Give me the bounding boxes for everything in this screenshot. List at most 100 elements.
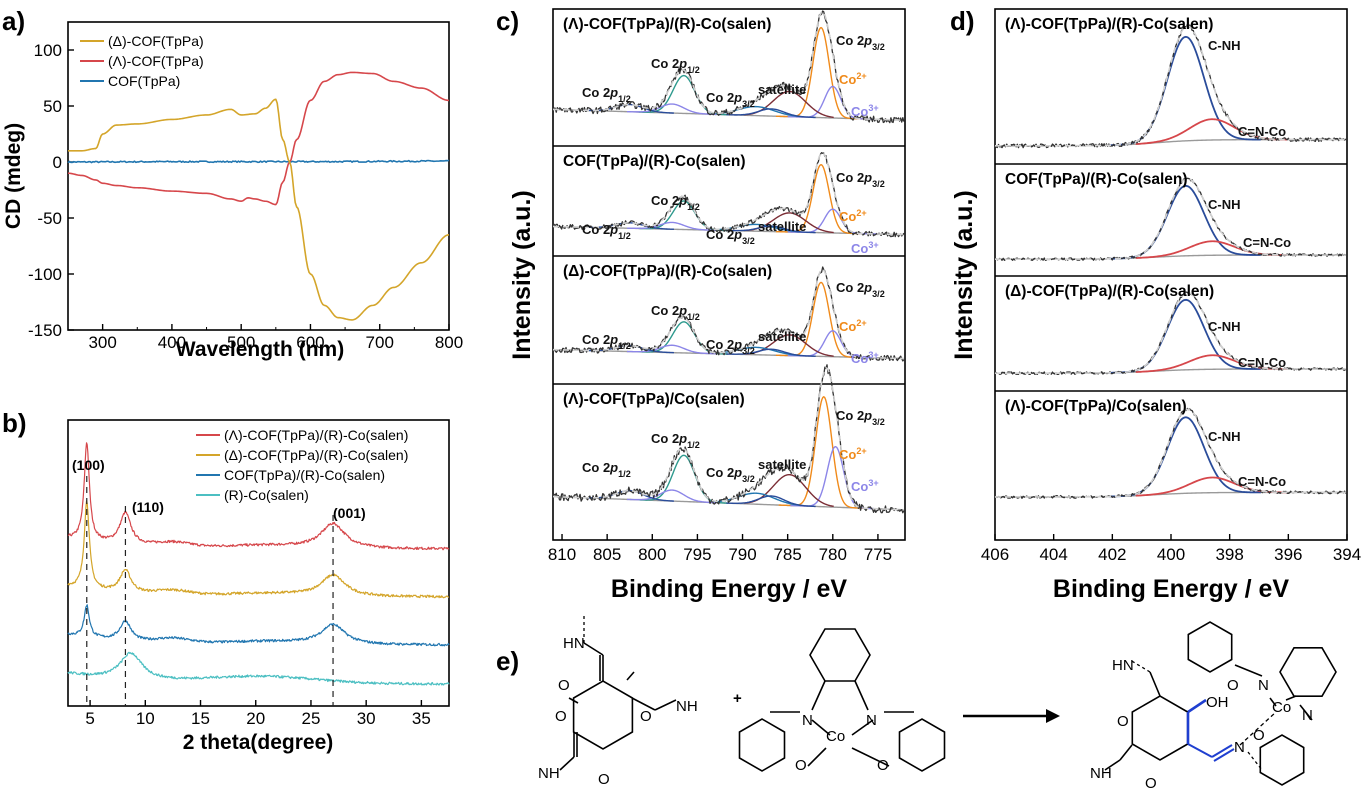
x-tick-label: 25 (301, 709, 320, 728)
x-tick-label: 398 (1215, 545, 1243, 564)
bond-line (851, 719, 874, 736)
bond-line (1129, 659, 1151, 673)
atom-label: NH (676, 698, 698, 715)
x-axis-label: Binding Energy / eV (611, 575, 847, 603)
cnh-annotation: C-NH (1208, 319, 1241, 334)
bond-line (1211, 744, 1233, 758)
xps-n-panel: (Λ)-COF(TpPa)/(R)-Co(salen) C-NH C=N-Co (994, 16, 1347, 149)
x-tick-label: 785 (773, 545, 801, 564)
y-tick-label: 50 (43, 97, 62, 116)
co3-annotation: Co3+ (851, 350, 879, 366)
peak-annotation: Co 2p3/2 (706, 337, 755, 356)
x-tick-label: 790 (728, 545, 756, 564)
plot-frame (67, 419, 450, 707)
plot-frame (552, 8, 906, 541)
y-axis-label: Intensity (a.u.) (508, 190, 536, 359)
x-tick-label: 500 (227, 333, 255, 352)
x-tick-label: 406 (981, 545, 1009, 564)
x-tick-label: 805 (593, 545, 621, 564)
atom-label: O (558, 677, 570, 694)
panel-title: COF(TpPa)/(R)-Co(salen) (563, 153, 746, 170)
envelope-fit-line (552, 268, 904, 360)
phenyl-ring (898, 718, 946, 772)
cnco-annotation: C=N-Co (1238, 124, 1286, 139)
peak-annotation: Co 2p1/2 (651, 303, 700, 322)
legend-label: (Δ)-COF(TpPa)/(R)-Co(salen) (224, 447, 408, 463)
satellite-annotation: satellite (758, 329, 806, 344)
xps-n-panel: COF(TpPa)/(R)-Co(salen) C-NH C=N-Co (994, 171, 1347, 261)
peak-annotation: Co 2p3/2 (836, 170, 885, 189)
fit-component-line (726, 495, 816, 508)
panel-label-d: d) (950, 6, 975, 36)
envelope-fit-line (552, 367, 904, 511)
raw-data-line (552, 151, 905, 238)
series-line (67, 604, 450, 647)
fit-component-line (726, 348, 816, 357)
panel-title: (Λ)-COF(TpPa)/Co(salen) (1005, 398, 1187, 415)
fit-component-line (726, 108, 816, 119)
envelope-fit-line (995, 291, 1346, 374)
x-tick-label: 396 (1274, 545, 1302, 564)
atom-label: O (598, 771, 610, 788)
bond-line (583, 642, 604, 656)
co2-annotation: Co2+ (839, 318, 867, 334)
xps-co-panel: COF(TpPa)/(R)-Co(salen) Co 2p3/2 Co 2p1/2 C… (552, 151, 905, 256)
co3-annotation: Co3+ (851, 478, 879, 494)
bond-line (1299, 704, 1313, 721)
series-line (68, 98, 450, 321)
panel-title: (Λ)-COF(TpPa)/(R)-Co(salen) (1005, 16, 1213, 33)
x-tick-label: 600 (296, 333, 324, 352)
bond-line (1104, 759, 1121, 771)
panel-b: 5 10 15 20 25 30 35 2 theta(degree) (100) (110) (0… (67, 419, 450, 754)
legend-label: COF(TpPa) (108, 73, 180, 89)
cnco-annotation: C=N-Co (1243, 235, 1291, 250)
cnh-annotation: C-NH (1208, 38, 1241, 53)
x-axis-label: 2 theta(degree) (183, 731, 334, 754)
raw-data-line (994, 291, 1347, 376)
raw-data-line (994, 23, 1347, 149)
plot-frame (67, 21, 450, 331)
legend-label: (Δ)-COF(TpPa) (108, 33, 204, 49)
core-ring (1131, 695, 1189, 761)
atom-label: O (877, 757, 889, 774)
series-line (67, 71, 450, 206)
x-tick-label: 30 (357, 709, 376, 728)
fit-component-line (584, 103, 674, 114)
bond-line (811, 719, 831, 736)
y-tick-label: -150 (28, 321, 62, 340)
bond-line (1187, 743, 1213, 758)
x-tick-label: 400 (1157, 545, 1185, 564)
peak-annotation: Co 2p1/2 (582, 332, 631, 351)
panel-title: COF(TpPa)/(R)-Co(salen) (1005, 171, 1188, 188)
fit-component-line (710, 346, 801, 357)
atom-label: NH (1090, 765, 1112, 782)
bond-line (851, 747, 890, 767)
envelope-fit-line (995, 408, 1346, 498)
envelope-fit-line (552, 11, 904, 121)
atom-label: NH (538, 765, 560, 782)
peak-annotation: Co 2p3/2 (836, 280, 885, 299)
bond-line (811, 680, 826, 711)
peak-annotation: Co 2p3/2 (706, 90, 755, 109)
y-axis-label: Intensity (a.u.) (950, 190, 978, 359)
bond-line (807, 747, 827, 767)
x-tick-label: 5 (85, 709, 94, 728)
peak-annotation: Co 2p3/2 (706, 465, 755, 484)
core-ring (572, 680, 634, 750)
envelope-fit-line (995, 25, 1346, 147)
bond-line (1239, 711, 1277, 746)
plus-sign: + (733, 690, 742, 707)
bond-line (631, 697, 656, 711)
xps-n-panel: (Λ)-COF(TpPa)/Co(salen) C-NH C=N-Co (994, 398, 1347, 499)
bond-line (1119, 744, 1133, 761)
x-tick-label: 402 (1098, 545, 1126, 564)
bond-line (626, 671, 635, 681)
x-tick-label: 10 (136, 709, 155, 728)
x-tick-label: 35 (412, 709, 431, 728)
atom-label: N (802, 712, 813, 729)
y-tick-label: -50 (37, 209, 62, 228)
reaction-arrow-head (1046, 709, 1060, 723)
atom-label: N (1234, 739, 1245, 756)
bond-line (559, 756, 575, 771)
